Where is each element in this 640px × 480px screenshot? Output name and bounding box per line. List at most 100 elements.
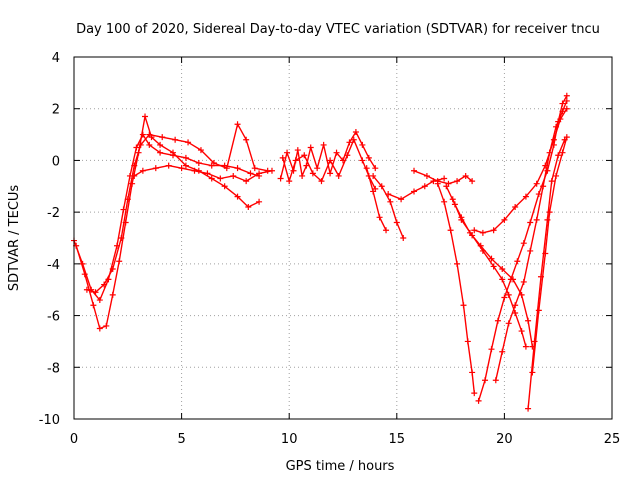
data-point (411, 188, 418, 195)
series-track-4 (131, 162, 275, 185)
data-point (247, 170, 254, 177)
series-trace (437, 183, 475, 394)
series-track-18 (471, 105, 570, 236)
data-point (363, 165, 370, 172)
data-point (292, 157, 299, 164)
data-point (550, 136, 557, 143)
data-point (376, 214, 383, 221)
data-point (563, 92, 570, 99)
data-point (505, 320, 512, 327)
data-point (234, 165, 241, 172)
data-point (118, 235, 125, 241)
data-point (204, 170, 211, 177)
data-point (327, 157, 334, 164)
data-point (344, 152, 351, 159)
data-point (303, 162, 310, 169)
x-tick-label: 0 (70, 432, 78, 447)
data-point (469, 178, 476, 185)
series-trace (452, 198, 527, 348)
series-track-5 (277, 128, 379, 182)
data-point (542, 162, 549, 169)
data-point (195, 160, 202, 167)
data-point (542, 250, 549, 257)
x-tick-label: 15 (389, 432, 406, 447)
data-point (563, 97, 570, 104)
data-point (96, 297, 103, 304)
data-point (333, 149, 340, 156)
data-point (256, 170, 263, 177)
data-point (546, 209, 553, 216)
data-point (512, 203, 519, 210)
data-point (284, 149, 291, 156)
y-tick-label: -2 (47, 206, 60, 221)
data-point (490, 227, 497, 234)
data-point (256, 198, 263, 205)
series-track-16 (525, 136, 568, 412)
series-trace (527, 139, 566, 410)
data-point (142, 113, 149, 120)
data-point (499, 348, 506, 355)
data-point (182, 162, 189, 169)
data-point (492, 377, 499, 384)
data-point (387, 198, 394, 205)
data-point (398, 196, 405, 203)
data-point (479, 229, 486, 236)
x-axis-label: GPS time / hours (286, 459, 395, 474)
data-point (109, 291, 116, 298)
series-trace (473, 108, 568, 234)
data-point (109, 266, 116, 273)
data-point (372, 165, 379, 172)
series-trace (413, 170, 473, 185)
data-point (563, 105, 570, 112)
data-point (400, 235, 407, 241)
data-point (83, 286, 90, 293)
data-point (131, 172, 138, 179)
data-point (210, 160, 217, 167)
data-point (320, 141, 327, 148)
chart-title: Day 100 of 2020, Sidereal Day-to-day VTE… (76, 22, 600, 37)
data-point (133, 144, 140, 151)
data-point (208, 175, 215, 182)
data-point (385, 191, 392, 198)
data-point (464, 338, 471, 345)
y-tick-label: -4 (47, 258, 60, 273)
y-tick-label: 4 (52, 51, 60, 66)
data-point (217, 175, 224, 182)
data-point (314, 165, 321, 172)
data-point (268, 167, 275, 174)
y-axis-label: SDTVAR / TECUs (7, 185, 22, 292)
data-point (454, 260, 461, 267)
data-point (243, 178, 250, 185)
data-point (531, 338, 538, 345)
data-point (378, 183, 385, 190)
data-point (318, 178, 325, 185)
data-point (454, 178, 461, 185)
data-point (157, 141, 164, 148)
y-tick-label: 0 (52, 154, 60, 169)
data-point (533, 180, 540, 187)
data-point (529, 369, 536, 376)
data-point (490, 263, 497, 270)
data-point (533, 216, 540, 223)
data-point (421, 183, 428, 190)
grid (74, 57, 612, 419)
data-point (245, 203, 252, 210)
data-point (185, 139, 192, 146)
data-point (494, 317, 501, 324)
data-point (96, 325, 103, 332)
data-point (512, 309, 519, 316)
data-point (499, 266, 506, 273)
data-point (458, 216, 465, 223)
data-point (535, 307, 542, 314)
data-point (169, 149, 176, 156)
data-point (434, 180, 441, 187)
data-point (146, 131, 153, 138)
data-point (501, 216, 508, 223)
data-point (346, 139, 353, 146)
data-point (294, 147, 301, 154)
data-point (505, 291, 512, 298)
data-point (243, 136, 250, 143)
data-point (277, 175, 284, 182)
